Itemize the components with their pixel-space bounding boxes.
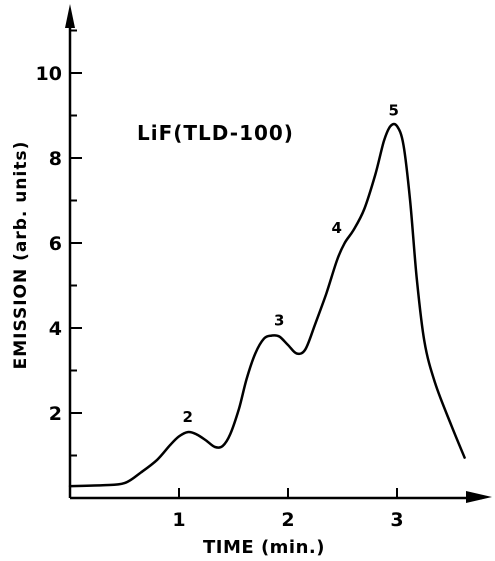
x-axis-arrow — [466, 491, 492, 503]
y-axis-label: EMISSION (arb. units) — [11, 141, 31, 370]
peak-label: 2 — [183, 408, 193, 426]
x-tick-label: 3 — [390, 509, 403, 531]
peak-label: 4 — [331, 219, 341, 237]
emission-curve — [68, 122, 466, 488]
y-tick-label: 10 — [36, 63, 62, 85]
y-tick-label: 8 — [49, 148, 62, 170]
peak-labels: 2 3 4 5 — [183, 101, 399, 426]
y-ticks: 2 4 6 8 10 — [36, 29, 82, 457]
y-tick-label: 6 — [49, 233, 62, 255]
peak-label: 3 — [274, 312, 284, 330]
y-axis-arrow — [65, 4, 75, 28]
x-tick-label: 2 — [281, 509, 294, 531]
x-axis-label: TIME (min.) — [203, 537, 325, 558]
x-ticks: 1 2 3 — [172, 488, 404, 531]
y-tick-label: 2 — [49, 403, 62, 425]
peak-label: 5 — [389, 101, 399, 119]
chart-annotation: LiF(TLD-100) — [137, 121, 294, 145]
y-tick-label: 4 — [49, 318, 62, 340]
x-tick-label: 1 — [172, 509, 185, 531]
